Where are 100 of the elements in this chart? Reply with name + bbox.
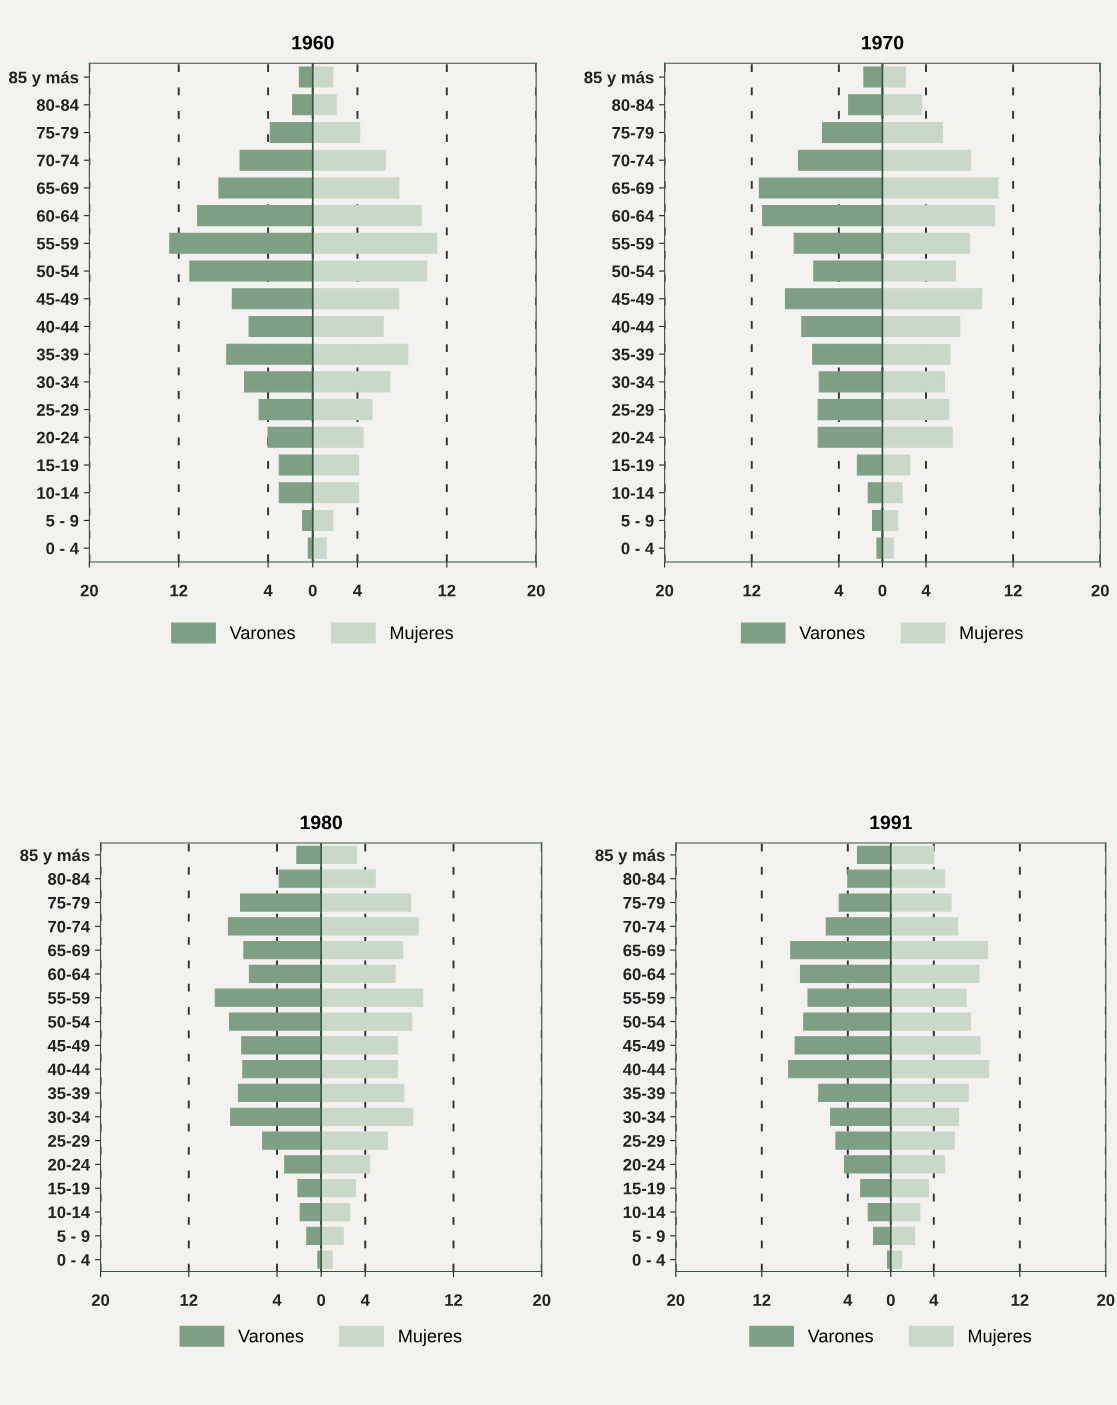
y-tick-label: 35-39 xyxy=(36,348,79,361)
legend-label: Mujeres xyxy=(968,1329,1032,1346)
bar xyxy=(320,964,396,984)
bar xyxy=(242,1060,322,1079)
bar xyxy=(838,893,892,912)
bar xyxy=(890,893,952,912)
bar xyxy=(881,482,903,504)
y-tick-label: 85 y más xyxy=(20,848,90,865)
bar xyxy=(248,964,322,984)
bar xyxy=(312,149,386,171)
y-tick-label: 55-59 xyxy=(612,237,654,250)
bar xyxy=(856,454,883,476)
chart-title: 1980 xyxy=(300,815,342,830)
y-tick-label: 40-44 xyxy=(36,320,79,333)
bar xyxy=(312,205,422,227)
bar xyxy=(881,232,971,254)
x-tick-label: 4 xyxy=(360,1294,370,1306)
y-tick-label: 60-64 xyxy=(48,968,91,981)
bar xyxy=(269,121,314,144)
bar xyxy=(320,1155,371,1174)
bar xyxy=(241,1036,322,1055)
y-tick-label: 15-19 xyxy=(48,1182,90,1195)
bar xyxy=(197,205,314,227)
y-tick-label: 15-19 xyxy=(612,459,654,472)
bar xyxy=(244,371,314,393)
bar xyxy=(813,260,883,282)
bar xyxy=(320,1250,333,1269)
y-tick-label: 65-69 xyxy=(612,182,654,195)
y-tick-label: 10-14 xyxy=(623,1206,666,1219)
bar xyxy=(812,343,883,365)
bar xyxy=(890,1226,916,1245)
y-tick-label: 5 - 9 xyxy=(621,514,654,527)
bar xyxy=(312,315,384,337)
bar xyxy=(881,66,906,88)
bar xyxy=(881,121,943,144)
y-tick-label: 0 - 4 xyxy=(632,1254,666,1266)
bar xyxy=(302,509,314,531)
bar xyxy=(881,454,911,476)
legend-label: Varones xyxy=(229,626,295,640)
y-tick-label: 40-44 xyxy=(611,320,655,333)
bar xyxy=(817,426,883,448)
x-tick-label: 0 xyxy=(886,1294,895,1306)
y-tick-label: 40-44 xyxy=(47,1063,91,1076)
bar xyxy=(312,177,400,199)
bar xyxy=(818,1083,892,1103)
y-tick-label: 30-34 xyxy=(623,1111,666,1124)
x-tick-label: 20 xyxy=(91,1294,110,1306)
x-tick-label: 4 xyxy=(843,1294,853,1306)
bar xyxy=(240,893,322,912)
y-tick-label: 25-29 xyxy=(612,404,654,416)
bar xyxy=(320,1036,398,1055)
y-tick-label: 35-39 xyxy=(611,348,654,361)
legend-label: Mujeres xyxy=(960,625,1023,643)
bar xyxy=(312,260,428,282)
y-tick-label: 50-54 xyxy=(36,265,79,278)
bar xyxy=(890,941,989,960)
bar xyxy=(262,1131,322,1150)
y-tick-label: 70-74 xyxy=(37,154,79,167)
bar xyxy=(320,1131,388,1150)
bar xyxy=(890,1060,990,1079)
bar xyxy=(881,288,983,310)
x-tick-label: 12 xyxy=(1011,1294,1029,1306)
y-tick-label: 60-64 xyxy=(36,210,79,222)
bar xyxy=(320,1202,351,1222)
bar xyxy=(801,315,883,337)
bar xyxy=(890,917,959,936)
y-tick-label: 70-74 xyxy=(48,920,91,933)
bar xyxy=(320,1107,414,1126)
bar xyxy=(790,941,892,960)
bar xyxy=(821,121,883,144)
chart-title: 1960 xyxy=(292,35,334,50)
bar xyxy=(830,1107,892,1126)
y-tick-label: 0 - 4 xyxy=(46,542,79,555)
bar xyxy=(890,964,980,984)
y-tick-label: 85 y más xyxy=(9,70,79,87)
bar xyxy=(890,1083,969,1103)
y-tick-label: 45-49 xyxy=(623,1039,665,1052)
y-tick-label: 20-24 xyxy=(612,431,655,444)
x-tick-label: 4 xyxy=(263,584,273,597)
bar xyxy=(818,371,883,393)
y-tick-label: 30-34 xyxy=(47,1111,91,1124)
y-tick-label: 50-54 xyxy=(48,1015,91,1028)
y-tick-label: 35-39 xyxy=(47,1087,90,1100)
bar xyxy=(230,1107,322,1126)
bar xyxy=(218,177,314,199)
bar xyxy=(873,1226,892,1245)
y-tick-label: 15-19 xyxy=(623,1182,665,1195)
y-tick-label: 80-84 xyxy=(623,873,666,885)
y-tick-label: 10-14 xyxy=(37,487,79,499)
bar xyxy=(312,66,334,88)
bar xyxy=(890,845,935,865)
bar xyxy=(890,869,946,888)
bar xyxy=(312,121,361,144)
bar xyxy=(312,509,334,531)
chart-title: 1970 xyxy=(862,35,904,50)
bar xyxy=(784,288,883,310)
bar xyxy=(807,988,892,1007)
y-tick-label: 40-44 xyxy=(623,1063,666,1076)
y-tick-label: 75-79 xyxy=(37,126,79,139)
bar xyxy=(881,371,946,393)
